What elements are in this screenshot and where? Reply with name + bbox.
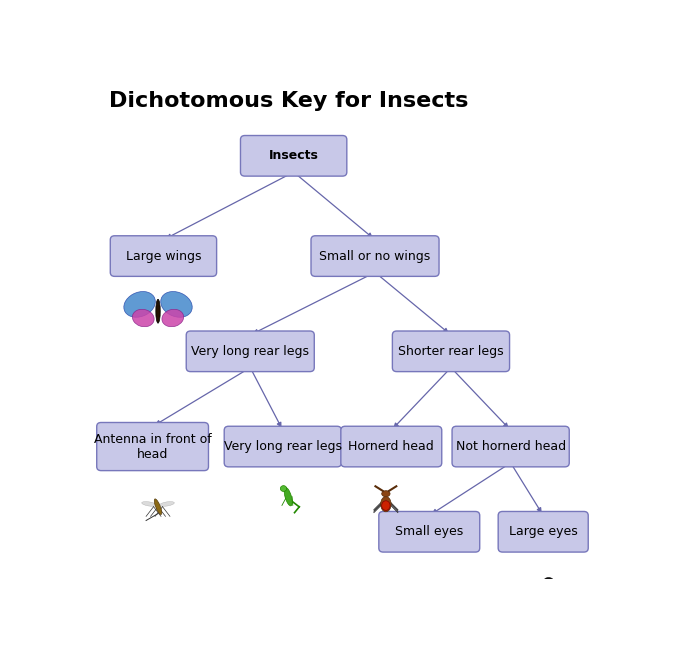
Text: Large eyes: Large eyes [509, 525, 578, 538]
Text: Very long rear legs: Very long rear legs [191, 345, 309, 358]
Ellipse shape [161, 292, 192, 317]
Ellipse shape [141, 501, 156, 506]
Ellipse shape [162, 309, 183, 327]
Circle shape [543, 590, 547, 594]
FancyBboxPatch shape [224, 426, 342, 467]
Text: Not hornerd head: Not hornerd head [456, 440, 566, 453]
Circle shape [551, 585, 555, 589]
FancyBboxPatch shape [186, 331, 314, 372]
Ellipse shape [132, 309, 154, 327]
Ellipse shape [431, 585, 439, 594]
Ellipse shape [154, 499, 162, 514]
Ellipse shape [156, 299, 160, 323]
FancyBboxPatch shape [97, 422, 209, 471]
Ellipse shape [281, 486, 287, 492]
Ellipse shape [284, 488, 293, 506]
FancyBboxPatch shape [241, 135, 346, 176]
Ellipse shape [426, 585, 432, 591]
Text: Large wings: Large wings [126, 249, 201, 262]
FancyBboxPatch shape [452, 426, 569, 467]
Ellipse shape [382, 491, 390, 497]
Ellipse shape [382, 501, 390, 510]
Circle shape [550, 590, 554, 594]
Ellipse shape [160, 501, 174, 506]
Ellipse shape [420, 585, 426, 590]
Ellipse shape [124, 292, 155, 317]
FancyBboxPatch shape [393, 331, 510, 372]
Text: Shorter rear legs: Shorter rear legs [398, 345, 504, 358]
Text: Dichotomous Key for Insects: Dichotomous Key for Insects [109, 90, 468, 111]
FancyBboxPatch shape [111, 236, 216, 277]
Text: Very long rear legs: Very long rear legs [224, 440, 342, 453]
Ellipse shape [540, 582, 556, 597]
FancyBboxPatch shape [498, 512, 588, 552]
FancyBboxPatch shape [341, 426, 442, 467]
Text: Antenna in front of
head: Antenna in front of head [94, 432, 211, 460]
Ellipse shape [381, 497, 391, 512]
Text: Small or no wings: Small or no wings [319, 249, 430, 262]
Text: Hornerd head: Hornerd head [349, 440, 434, 453]
Circle shape [542, 585, 546, 589]
FancyBboxPatch shape [311, 236, 439, 277]
Ellipse shape [544, 577, 553, 583]
FancyBboxPatch shape [379, 512, 480, 552]
Text: Insects: Insects [269, 149, 318, 162]
Text: Small eyes: Small eyes [395, 525, 463, 538]
